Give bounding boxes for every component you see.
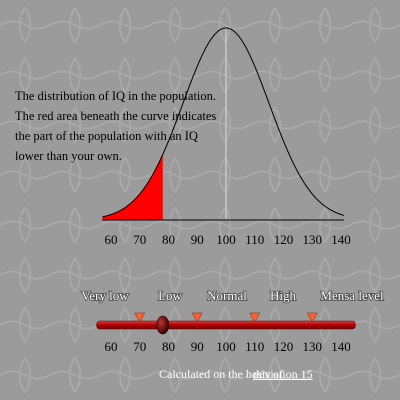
threshold-marker [191,312,203,323]
band-label: Low [158,288,182,303]
slider-tick-label: 70 [133,339,146,354]
x-tick-label: 60 [105,232,118,247]
distribution-curve [102,27,345,218]
slider-tick-label: 100 [216,339,236,354]
x-tick-label: 70 [133,232,146,247]
slider-tick-label: 110 [245,339,264,354]
slider-track [96,320,356,330]
slider-tick-label: 90 [191,339,204,354]
threshold-marker [134,312,146,323]
description: the part of the population with an IQ [15,129,198,143]
footer-text: Calculated on the basis of [159,367,283,381]
description: The distribution of IQ in the population… [15,89,216,103]
slider-tick-label: 120 [274,339,294,354]
slider-tick-label: 60 [105,339,118,354]
x-tick-label: 110 [245,232,264,247]
slider-tick-label: 140 [331,339,351,354]
band-label: Mensa level [320,288,384,303]
x-tick-label: 90 [191,232,204,247]
threshold-marker [249,312,261,323]
deviation-link[interactable]: deviation 15 [253,367,313,381]
slider-knob[interactable] [156,315,170,335]
below-area [102,154,163,220]
band-label: High [270,288,297,303]
x-tick-label: 100 [216,232,236,247]
description: lower than your own. [15,149,122,163]
x-tick-label: 120 [274,232,294,247]
threshold-marker [306,312,318,323]
x-tick-label: 140 [331,232,351,247]
x-tick-label: 130 [303,232,323,247]
chart: 60 70 80 90 100 110 120 130 140 [102,27,351,247]
band-label: Very low [81,288,129,303]
description: The red area beneath the curve indicates [15,109,216,123]
slider[interactable]: Very low Low Normal High Mensa level 60 70 80 90… [81,287,385,354]
slider-tick-label: 130 [303,339,323,354]
slider-tick-label: 80 [162,339,175,354]
band-label: Normal [207,288,247,303]
x-tick-label: 80 [162,232,175,247]
